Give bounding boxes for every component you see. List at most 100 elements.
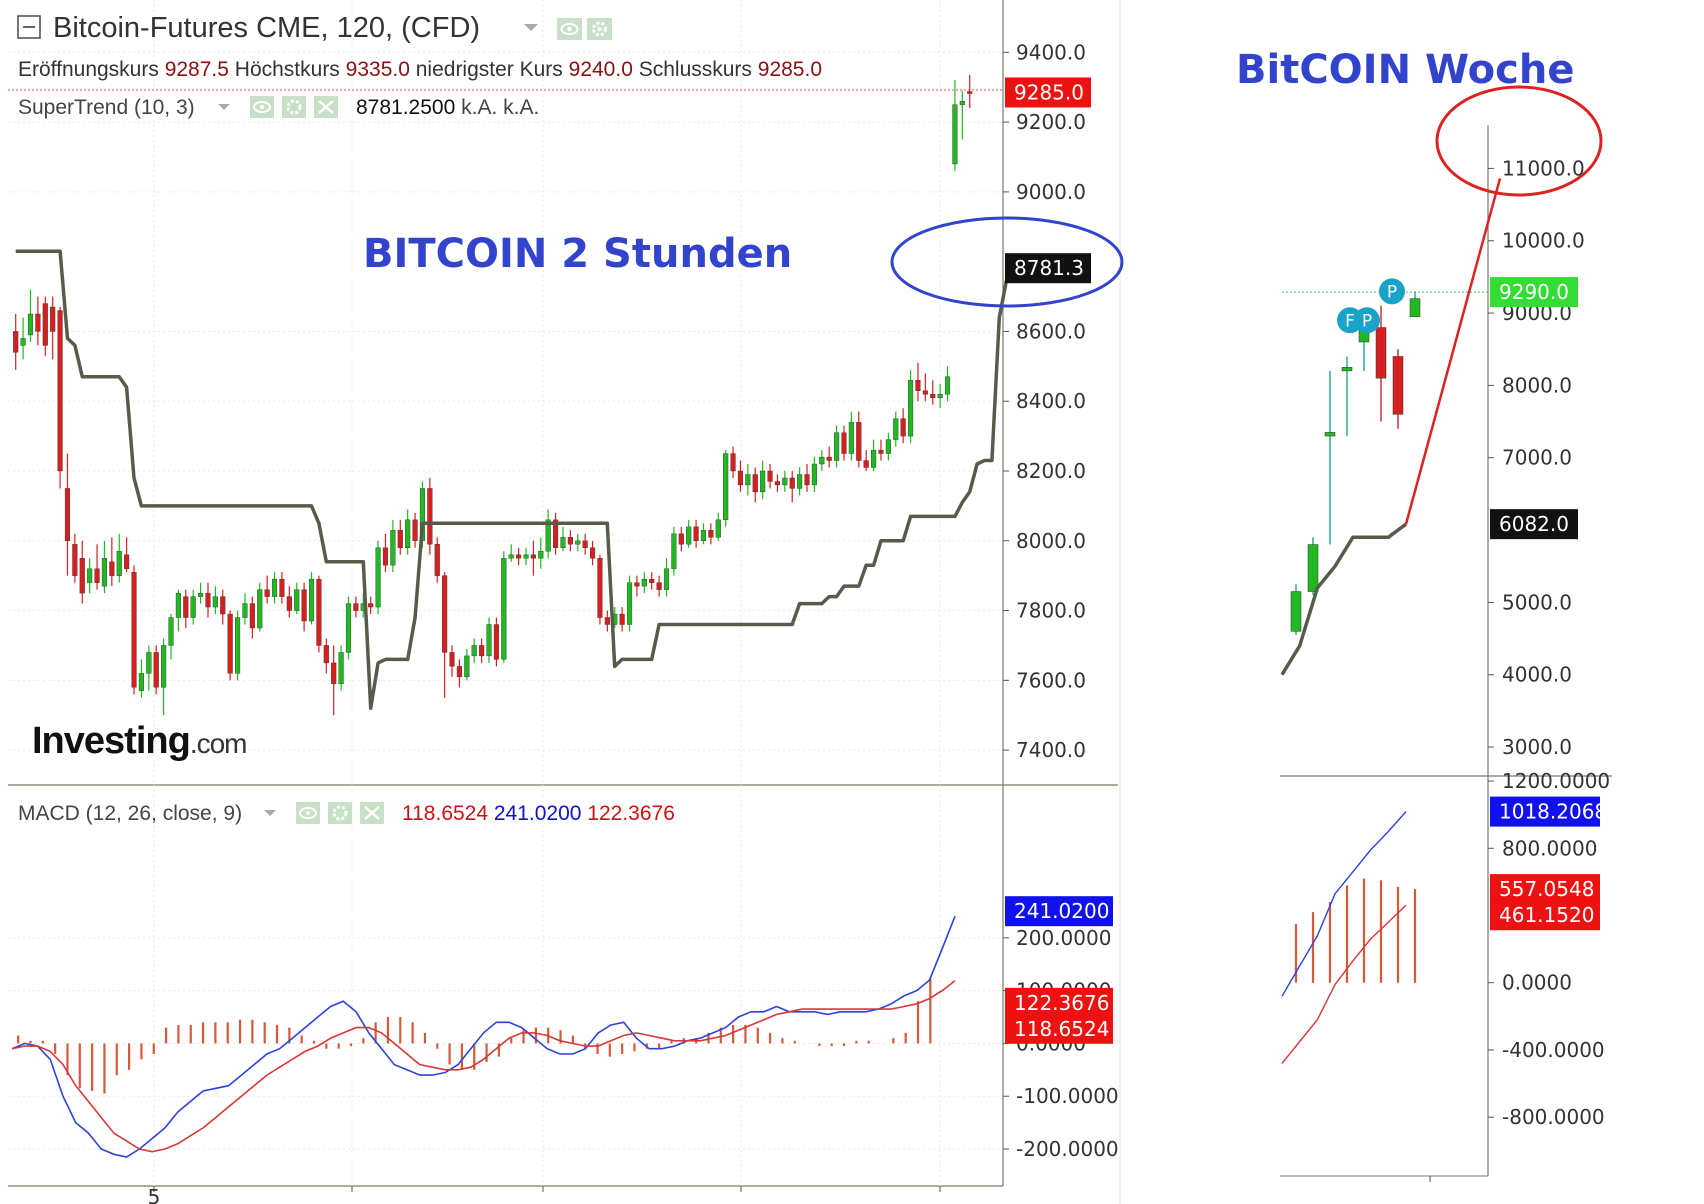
- candle: [959, 100, 965, 105]
- close-icon[interactable]: [360, 802, 384, 824]
- x-tick-label: 5: [148, 1185, 161, 1204]
- annotation-week: BitCOIN Woche: [1236, 47, 1574, 93]
- y-tick-label: -800.0000: [1502, 1105, 1605, 1129]
- candle: [242, 603, 248, 618]
- candle: [205, 592, 211, 608]
- high-label: Höchstkurs: [235, 58, 340, 81]
- signal-marker: [1354, 307, 1380, 334]
- y-tick-label: 4000.0: [1502, 663, 1572, 687]
- close-icon[interactable]: [314, 96, 338, 118]
- price-label: 557.0548: [1499, 877, 1594, 901]
- candle: [907, 380, 914, 437]
- annotation-2h: BITCOIN 2 Stunden: [363, 231, 792, 277]
- dropdown-chevron-icon[interactable]: [524, 24, 538, 31]
- candle: [101, 558, 108, 587]
- candle: [597, 558, 603, 618]
- gear-icon[interactable]: [328, 802, 352, 824]
- candle: [471, 645, 477, 657]
- supertrend-title: SuperTrend (10, 3): [18, 96, 195, 119]
- candle: [405, 519, 411, 548]
- y-tick-label: 9400.0: [1016, 40, 1086, 64]
- candle: [412, 519, 418, 541]
- candle: [175, 592, 181, 618]
- price-label-box: [1005, 1013, 1113, 1044]
- candle: [257, 589, 263, 629]
- supertrend-line: [1280, 522, 1408, 676]
- candle: [619, 613, 625, 625]
- macd-line: [11, 915, 956, 1158]
- y-tick-label: -400.0000: [1502, 1038, 1605, 1062]
- dropdown-chevron-icon[interactable]: [218, 104, 230, 110]
- eye-icon[interactable]: [250, 96, 274, 118]
- candle: [708, 530, 714, 538]
- candle: [220, 596, 226, 615]
- candle: [116, 551, 122, 576]
- candle: [752, 474, 758, 493]
- y-tick-label: 5000.0: [1502, 590, 1572, 614]
- gear-icon[interactable]: [282, 96, 306, 118]
- candle: [700, 530, 707, 541]
- dropdown-chevron-icon[interactable]: [264, 810, 276, 816]
- candle: [841, 432, 847, 454]
- candle: [686, 526, 692, 545]
- y-tick-label: 0.0000: [1502, 971, 1572, 995]
- candle: [1375, 327, 1387, 379]
- candle: [161, 645, 167, 688]
- candle: [693, 526, 699, 541]
- panel-frame: [8, 0, 1612, 1204]
- candle: [656, 582, 662, 590]
- supertrend-na-1: k.A.: [461, 96, 497, 119]
- candle: [35, 313, 41, 332]
- candle: [20, 338, 26, 346]
- candle: [249, 603, 255, 629]
- candle: [64, 488, 71, 541]
- eye-icon[interactable]: [296, 802, 320, 824]
- candle: [893, 418, 899, 440]
- price-label: 8781.3: [1014, 256, 1084, 280]
- collapse-icon[interactable]: [17, 15, 41, 39]
- candle: [516, 554, 522, 559]
- price-label: 9285.0: [1014, 80, 1084, 104]
- candle: [212, 596, 218, 608]
- eye-icon[interactable]: [557, 18, 582, 40]
- candle: [553, 519, 559, 548]
- candle: [538, 551, 544, 559]
- candle: [183, 596, 189, 618]
- candle: [567, 537, 573, 545]
- price-label-box: [1005, 253, 1091, 284]
- price-label-box: [1490, 277, 1578, 308]
- low-value: 9240.0: [569, 58, 633, 81]
- signal-line: [1281, 904, 1407, 1064]
- candle: [885, 439, 891, 454]
- candle: [456, 666, 462, 678]
- candle: [338, 652, 344, 685]
- candle: [368, 603, 374, 608]
- candle: [730, 453, 736, 472]
- candle: [922, 390, 928, 395]
- y-tick-label: 8000.0: [1502, 373, 1572, 397]
- candle: [782, 477, 788, 486]
- candle: [663, 568, 670, 590]
- svg-text:8781.2500 k.A. k.A.: 8781.2500 k.A. k.A.: [356, 96, 539, 119]
- candle: [190, 596, 196, 618]
- candle: [57, 310, 63, 472]
- gear-icon[interactable]: [587, 18, 612, 40]
- price-label-box: [1490, 874, 1600, 905]
- macd-legend: MACD (12, 26, close, 9) 118.6524 241.020…: [18, 802, 675, 825]
- price-label: 241.0200: [1014, 899, 1109, 923]
- candle: [1307, 544, 1319, 592]
- candle: [13, 331, 19, 353]
- candle: [811, 463, 817, 486]
- supertrend-value: 8781.2500: [356, 96, 455, 119]
- signal-marker-label: F: [1345, 311, 1355, 331]
- candle: [1341, 367, 1353, 372]
- candle: [589, 547, 596, 559]
- price-label: 461.1520: [1499, 903, 1594, 927]
- candle: [582, 540, 588, 548]
- supertrend-legend: SuperTrend (10, 3) 8781.2500 k.A. k.A.: [18, 96, 539, 119]
- price-label: 118.6524: [1014, 1017, 1109, 1041]
- candle: [286, 596, 292, 611]
- price-label-box: [1005, 987, 1113, 1018]
- candle: [789, 477, 795, 489]
- macd-line-value: 241.0200: [494, 802, 582, 825]
